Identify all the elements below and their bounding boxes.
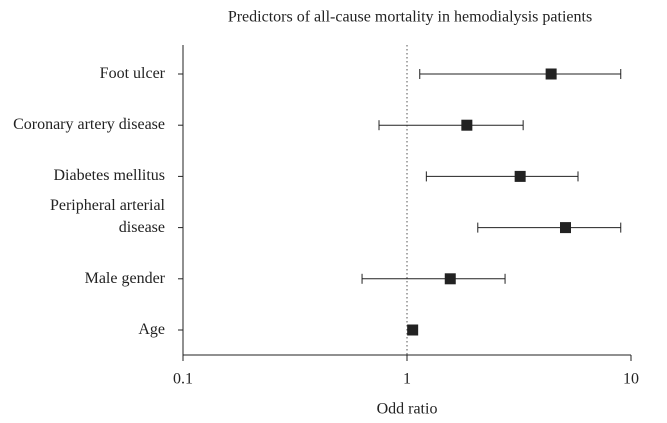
point bbox=[545, 68, 557, 80]
y-tick-label: Diabetes mellitus bbox=[53, 167, 165, 185]
y-tick-label: Coronary artery disease bbox=[13, 116, 165, 134]
x-axis-label: Odd ratio bbox=[377, 401, 438, 418]
y-tick-label: Peripheral arterial disease bbox=[49, 196, 165, 236]
point bbox=[444, 273, 456, 285]
point bbox=[559, 222, 571, 234]
x-tick-label: 10 bbox=[623, 371, 639, 388]
point bbox=[407, 324, 419, 336]
y-tick-label: Age bbox=[138, 321, 165, 338]
chart-title: Predictors of all-cause mortality in hem… bbox=[228, 9, 592, 26]
x-tick-label: 0.1 bbox=[173, 371, 193, 388]
y-tick-label: Foot ulcer bbox=[99, 65, 165, 82]
point bbox=[514, 170, 526, 182]
point bbox=[461, 119, 473, 131]
x-tick-label: 1 bbox=[403, 371, 411, 388]
y-tick-label: Male gender bbox=[84, 269, 165, 287]
